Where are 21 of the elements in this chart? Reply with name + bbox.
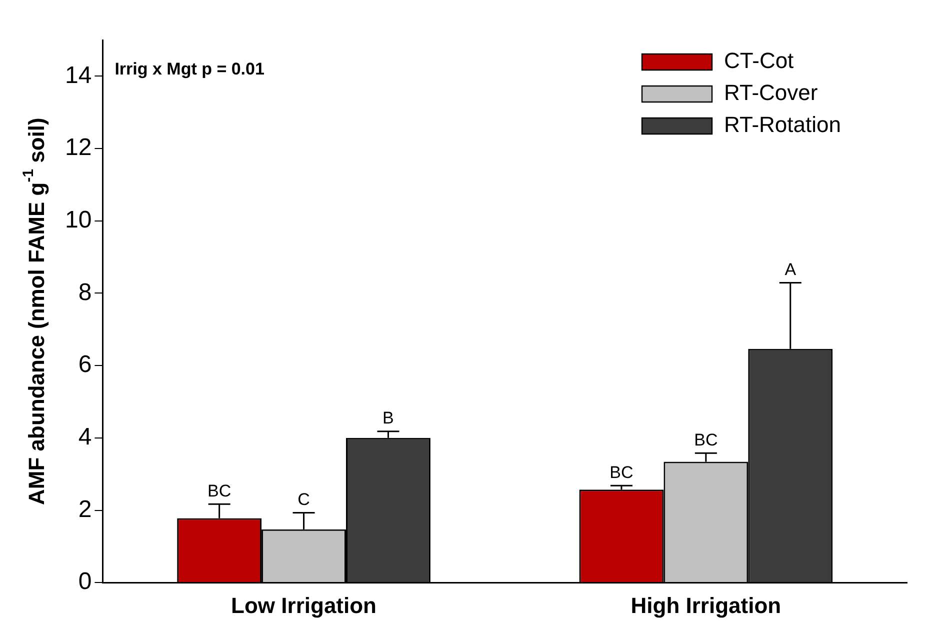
annotation: B [382,408,394,428]
y-tick-label: 10 [64,206,92,234]
y-tick-label: 14 [64,62,92,89]
annotation: C [298,490,310,509]
y-tick-label: 6 [78,351,92,378]
x-tick-label: Low Irrigation [231,592,376,618]
annotation: BC [610,462,634,482]
x-tick-label: High Irrigation [630,592,782,618]
y-tick-label: 8 [78,278,92,306]
y-tick-label: 4 [78,424,92,451]
annotation: BC [694,430,718,450]
legend-label: CT-Cot [724,48,794,74]
annotation: Irrig x Mgt p = 0.01 [114,60,264,79]
y-tick-label: 12 [64,134,92,162]
legend-label: RT-Rotation [724,112,841,138]
y-axis-title: AMF abundance (nmol FAME g-1 soil) [20,118,50,505]
annotation: BC [208,481,232,500]
annotation: A [784,260,797,279]
y-tick-label: 2 [78,496,92,523]
y-tick-label: 0 [78,568,92,596]
legend-label: RT-Cover [724,80,818,106]
